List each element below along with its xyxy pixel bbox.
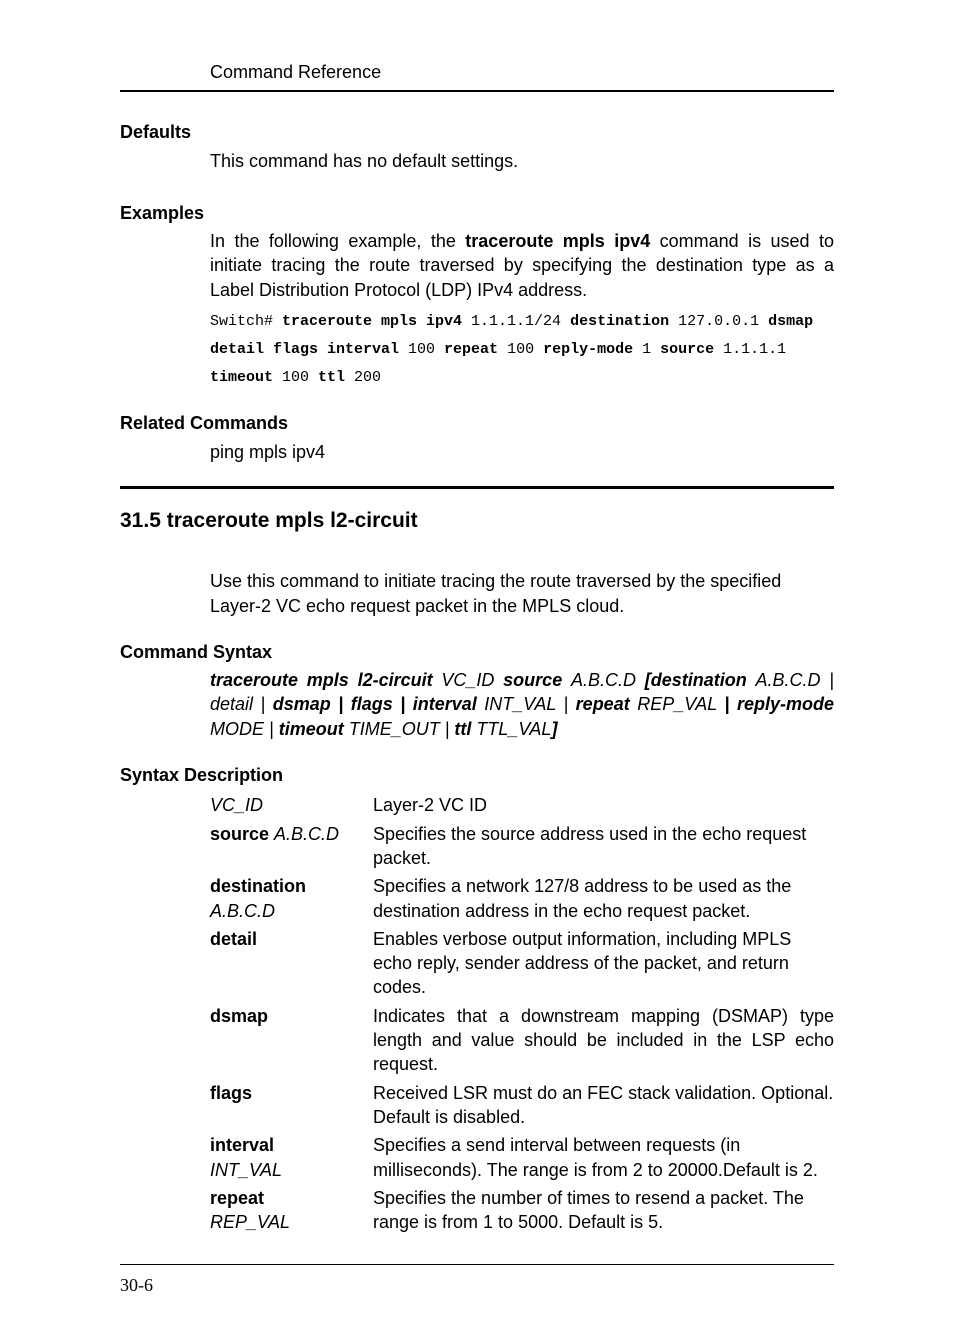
syntax-seg: | [564, 694, 576, 714]
code-seg: 1.1.1.1 [714, 341, 795, 358]
command-syntax-label: Command Syntax [120, 640, 834, 664]
syntax-definition: Specifies the number of times to resend … [373, 1184, 834, 1237]
command-syntax-text: traceroute mpls l2-circuit VC_ID source … [210, 668, 834, 741]
examples-intro-cmd: traceroute mpls ipv4 [465, 231, 650, 251]
syntax-seg: INT_VAL [484, 694, 563, 714]
syntax-seg: repeat [576, 694, 638, 714]
syntax-seg: VC_ID [441, 670, 503, 690]
table-row: source A.B.C.DSpecifies the source addre… [210, 820, 834, 873]
syntax-term: repeat REP_VAL [210, 1184, 373, 1237]
term-bold: detail [210, 929, 257, 949]
syntax-seg: A.B.C.D [756, 670, 830, 690]
syntax-definition: Received LSR must do an FEC stack valida… [373, 1079, 834, 1132]
footer-rule [120, 1264, 834, 1265]
syntax-seg: dsmap | flags | interval [273, 694, 485, 714]
code-kw: ttl [318, 369, 345, 386]
syntax-definition: Layer-2 VC ID [373, 791, 834, 819]
table-row: VC_ID Layer-2 VC ID [210, 791, 834, 819]
syntax-seg: traceroute mpls l2-circuit [210, 670, 441, 690]
term-bold: repeat [210, 1188, 264, 1208]
term-italic: A.B.C.D [210, 901, 275, 921]
code-seg: 127.0.0.1 [669, 313, 768, 330]
code-seg: 200 [345, 369, 381, 386]
term-italic: REP_VAL [210, 1212, 290, 1232]
defaults-label: Defaults [120, 120, 834, 144]
syntax-seg: | [261, 694, 273, 714]
syntax-description-table: VC_IDLayer-2 VC IDsource A.B.C.DSpecifie… [210, 791, 834, 1236]
defaults-text: This command has no default settings. [210, 149, 834, 173]
table-row: repeat REP_VAL Specifies the number of tim… [210, 1184, 834, 1237]
table-row: detail Enables verbose output information… [210, 925, 834, 1002]
term-bold: flags [210, 1083, 252, 1103]
syntax-seg: | [269, 719, 279, 739]
syntax-definition: Indicates that a downstream mapping (DSM… [373, 1002, 834, 1079]
examples-intro-pre: In the following example, the [210, 231, 465, 251]
syntax-term: destination A.B.C.D [210, 872, 373, 925]
related-label: Related Commands [120, 411, 834, 435]
syntax-seg: | reply-mode [724, 694, 834, 714]
table-row: interval INT_VAL Specifies a send interval… [210, 1131, 834, 1184]
syntax-term: flags [210, 1079, 373, 1132]
examples-intro: In the following example, the traceroute… [210, 229, 834, 302]
table-row: flags Received LSR must do an FEC stack v… [210, 1079, 834, 1132]
code-kw: traceroute mpls ipv4 [282, 313, 462, 330]
related-text: ping mpls ipv4 [210, 440, 834, 464]
term-bold: interval [210, 1135, 274, 1155]
examples-code: Switch# traceroute mpls ipv4 1.1.1.1/24 … [210, 308, 834, 391]
syntax-term: detail [210, 925, 373, 1002]
code-seg: 1 [633, 341, 660, 358]
syntax-seg: TTL_VAL [476, 719, 551, 739]
syntax-seg: timeout [279, 719, 349, 739]
syntax-seg: | [445, 719, 455, 739]
term-bold: destination [210, 876, 306, 896]
term-bold: source [210, 824, 274, 844]
syntax-seg: source [503, 670, 571, 690]
syntax-term: source A.B.C.D [210, 820, 373, 873]
usage-text: Use this command to initiate tracing the… [210, 569, 834, 618]
page-number: 30-6 [120, 1273, 834, 1297]
syntax-seg: A.B.C.D [571, 670, 645, 690]
syntax-seg: [destination [645, 670, 756, 690]
term-italic: A.B.C.D [274, 824, 339, 844]
code-seg: 100 [498, 341, 543, 358]
syntax-term: interval INT_VAL [210, 1131, 373, 1184]
term-bold: dsmap [210, 1006, 268, 1026]
code-seg: 100 [273, 369, 318, 386]
code-kw: repeat [444, 341, 498, 358]
running-head: Command Reference [210, 60, 834, 90]
syntax-seg: ] [551, 719, 557, 739]
syntax-seg: REP_VAL [637, 694, 724, 714]
table-row: dsmap Indicates that a downstream mapping… [210, 1002, 834, 1079]
code-seg: 100 [399, 341, 444, 358]
syntax-term: dsmap [210, 1002, 373, 1079]
code-kw: destination [570, 313, 669, 330]
syntax-definition: Enables verbose output information, incl… [373, 925, 834, 1002]
syntax-term: VC_ID [210, 791, 373, 819]
code-seg: 1.1.1.1/24 [462, 313, 570, 330]
code-kw: reply-mode [543, 341, 633, 358]
section-title: 31.5 traceroute mpls l2-circuit [120, 507, 834, 535]
term-italic: VC_ID [210, 795, 263, 815]
code-kw: source [660, 341, 714, 358]
term-italic: INT_VAL [210, 1160, 282, 1180]
section-divider [120, 486, 834, 489]
syntax-definition: Specifies a send interval between reques… [373, 1131, 834, 1184]
examples-label: Examples [120, 201, 834, 225]
code-kw: timeout [210, 369, 273, 386]
syntax-seg: TIME_OUT [349, 719, 445, 739]
syntax-seg: ttl [454, 719, 476, 739]
code-seg: Switch# [210, 313, 282, 330]
header-rule [120, 90, 834, 92]
syntax-definition: Specifies a network 127/8 address to be … [373, 872, 834, 925]
syntax-description-label: Syntax Description [120, 763, 834, 787]
syntax-definition: Specifies the source address used in the… [373, 820, 834, 873]
table-row: destination A.B.C.D Specifies a network 12… [210, 872, 834, 925]
syntax-seg: MODE [210, 719, 269, 739]
